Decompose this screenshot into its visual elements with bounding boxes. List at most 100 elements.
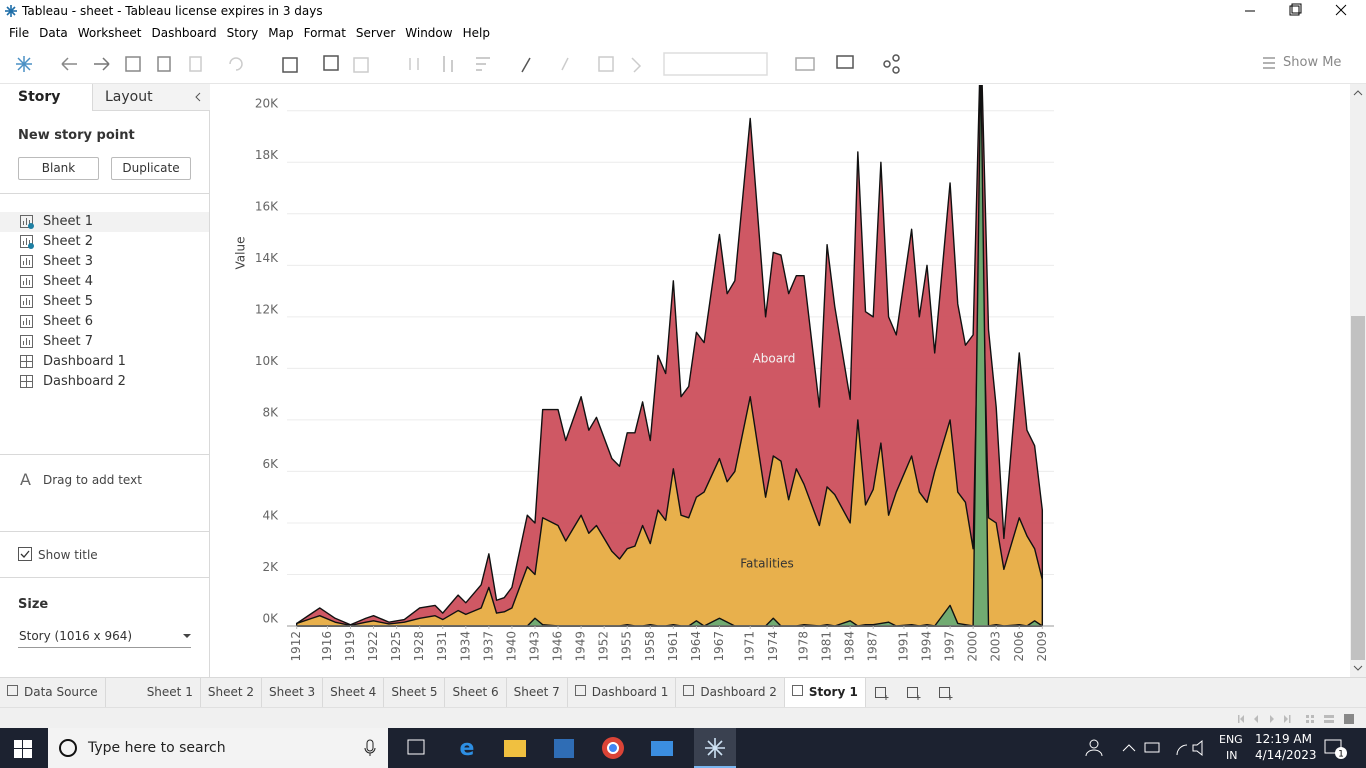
sheet-tab[interactable]: Story 1 xyxy=(784,678,866,707)
taskbar-apps[interactable]: e xyxy=(400,728,740,768)
tab-label[interactable]: Sheet 3 xyxy=(269,685,316,699)
dropdown-arrow[interactable] xyxy=(182,633,192,639)
x-tick-label: 1928 xyxy=(412,631,426,662)
size-value[interactable]: Story (1016 x 964) xyxy=(19,629,133,643)
menu-item[interactable]: Data xyxy=(39,26,68,40)
icon-shape xyxy=(938,686,950,698)
tab-label[interactable]: Data Source xyxy=(24,685,98,699)
sheet-name[interactable]: Sheet 7 xyxy=(43,334,93,349)
story-tab[interactable]: Story xyxy=(18,89,61,105)
used-badge xyxy=(28,223,34,229)
sheet-name[interactable]: Sheet 3 xyxy=(43,254,93,269)
menu-item[interactable]: Server xyxy=(355,26,396,40)
layout-tab[interactable]: Layout xyxy=(105,89,153,105)
sheet-list: Sheet 1 Sheet 2 Sheet 3 Sheet 4 Sheet 5 Sheet… xyxy=(0,212,209,402)
icon-shape xyxy=(20,335,33,348)
icon-shape xyxy=(906,686,918,698)
clock-date[interactable]: 4/14/2023 xyxy=(1255,748,1317,762)
window-controls[interactable] xyxy=(1230,0,1366,22)
sheet-item[interactable]: Sheet 5 xyxy=(0,292,209,312)
notifications[interactable]: 1 xyxy=(1324,738,1348,760)
language[interactable]: ENG xyxy=(1219,733,1243,746)
new-dashboard[interactable] xyxy=(898,678,930,707)
sheet-item[interactable]: Sheet 4 xyxy=(0,272,209,292)
mic-icon[interactable] xyxy=(364,739,376,757)
sheet-tab[interactable]: Sheet 1 xyxy=(140,678,201,707)
menu-item[interactable]: Map xyxy=(268,26,294,40)
vertical-scrollbar[interactable] xyxy=(1350,84,1366,677)
menu-item[interactable]: Help xyxy=(462,26,490,40)
y-tick-label: 10K xyxy=(255,354,279,368)
sheet-item[interactable]: Sheet 3 xyxy=(0,252,209,272)
sheet-name[interactable]: Sheet 5 xyxy=(43,294,93,309)
sheet-item[interactable]: Dashboard 2 xyxy=(0,372,209,392)
sheet-tab[interactable]: Dashboard 2 xyxy=(676,678,785,707)
tab-label[interactable]: Sheet 6 xyxy=(452,685,499,699)
sheet-tab[interactable]: Sheet 4 xyxy=(323,678,385,707)
menu-item[interactable]: Worksheet xyxy=(77,26,142,40)
menu-item[interactable]: Format xyxy=(303,26,346,40)
icon-shape xyxy=(20,235,33,248)
toolbar: Show Me xyxy=(0,44,1366,84)
sheet-item[interactable]: Sheet 2 xyxy=(0,232,209,252)
clock-time[interactable]: 12:19 AM xyxy=(1255,732,1312,746)
tab-label[interactable]: Sheet 7 xyxy=(513,685,560,699)
tab-label[interactable]: Sheet 4 xyxy=(330,685,377,699)
tab-icon xyxy=(791,685,803,696)
menu-item[interactable]: Dashboard xyxy=(151,26,217,40)
sheet-tab[interactable]: Sheet 2 xyxy=(201,678,262,707)
sheet-item[interactable]: Sheet 6 xyxy=(0,312,209,332)
y-tick-label: 18K xyxy=(255,148,279,162)
menu-item[interactable]: Story xyxy=(226,26,259,40)
x-tick-label: 1940 xyxy=(504,631,518,662)
sheet-tab[interactable]: Sheet 6 xyxy=(445,678,507,707)
sheet-name[interactable]: Dashboard 1 xyxy=(43,354,126,369)
duplicate-button[interactable]: Duplicate xyxy=(111,157,191,180)
x-tick-label: 1981 xyxy=(820,631,834,662)
tab-label[interactable]: Story 1 xyxy=(808,685,858,699)
sheet-item[interactable]: Sheet 7 xyxy=(0,332,209,352)
status-icons[interactable] xyxy=(1230,711,1366,727)
checkbox[interactable] xyxy=(18,547,32,561)
divider xyxy=(0,531,209,532)
menu-item[interactable]: File xyxy=(9,26,30,40)
sheet-name[interactable]: Sheet 6 xyxy=(43,314,93,329)
search-placeholder[interactable]: Type here to search xyxy=(88,740,226,756)
sheet-tab[interactable]: Sheet 7 xyxy=(507,678,568,707)
sheet-name[interactable]: Sheet 1 xyxy=(43,214,93,229)
tab-label[interactable]: Sheet 1 xyxy=(146,685,193,699)
sheet-name[interactable]: Dashboard 2 xyxy=(43,374,126,389)
sheet-tab[interactable]: Sheet 5 xyxy=(384,678,446,707)
show-me[interactable]: Show Me xyxy=(1283,55,1342,70)
collapse-icon[interactable] xyxy=(192,91,204,103)
drag-text[interactable]: Drag to add text xyxy=(43,473,142,487)
tab-label[interactable]: Sheet 5 xyxy=(391,685,438,699)
sheet-name[interactable]: Sheet 2 xyxy=(43,234,93,249)
tray-icons[interactable] xyxy=(1080,728,1215,768)
toolbar-icons[interactable] xyxy=(0,44,1366,84)
new-worksheet[interactable] xyxy=(866,678,898,707)
y-tick-label: 20K xyxy=(255,96,279,110)
sheet-item[interactable]: Dashboard 1 xyxy=(0,352,209,372)
start-button[interactable] xyxy=(14,740,32,758)
app-icon xyxy=(5,5,17,17)
x-tick-label: 1984 xyxy=(843,631,857,662)
menu-item[interactable]: Window xyxy=(405,26,453,40)
x-tick-label: 1971 xyxy=(743,631,757,662)
show-title[interactable]: Show title xyxy=(38,548,98,562)
sheet-tab[interactable]: Sheet 3 xyxy=(262,678,324,707)
sheet-name[interactable]: Sheet 4 xyxy=(43,274,93,289)
scrollbar-parts[interactable] xyxy=(1350,84,1366,677)
sheet-item[interactable]: Sheet 1 xyxy=(0,212,209,232)
search-box[interactable]: Type here to search xyxy=(48,728,388,768)
sheet-tab[interactable]: Data Source xyxy=(0,678,106,707)
new-story[interactable] xyxy=(930,678,962,707)
tab-label[interactable]: Dashboard 1 xyxy=(591,685,669,699)
blank-button[interactable]: Blank xyxy=(18,157,99,180)
y-tick-label: 12K xyxy=(255,302,279,316)
tab-label[interactable]: Sheet 2 xyxy=(207,685,254,699)
region[interactable]: IN xyxy=(1226,749,1238,762)
sheet-tab[interactable]: Dashboard 1 xyxy=(568,678,677,707)
tab-label[interactable]: Dashboard 2 xyxy=(700,685,777,699)
x-tick-label: 1987 xyxy=(866,631,880,662)
